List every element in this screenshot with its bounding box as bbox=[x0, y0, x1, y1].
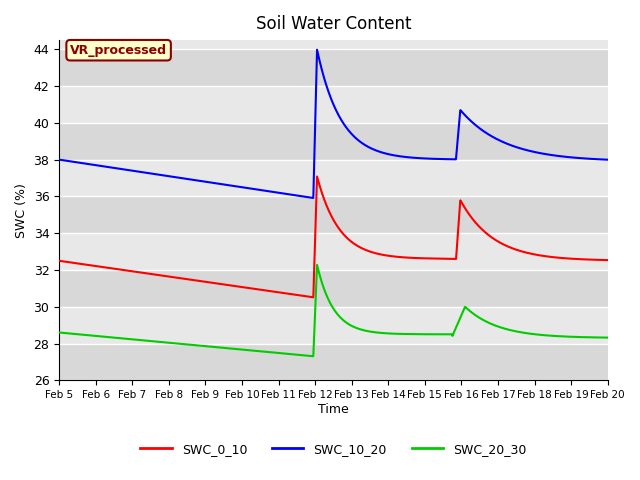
Text: VR_processed: VR_processed bbox=[70, 44, 167, 57]
SWC_0_10 bbox=[604, 257, 612, 263]
SWC_0_10 bbox=[593, 257, 601, 263]
Bar bbox=[59, 160, 608, 196]
Bar bbox=[59, 123, 608, 160]
Legend: SWC_0_10, SWC_10_20, SWC_20_30: SWC_0_10, SWC_10_20, SWC_20_30 bbox=[136, 438, 531, 461]
SWC_10_20 bbox=[593, 156, 601, 162]
SWC_20_30 bbox=[150, 338, 158, 344]
Bar bbox=[59, 49, 608, 86]
SWC_10_20 bbox=[289, 192, 297, 198]
Line: SWC_0_10: SWC_0_10 bbox=[59, 177, 608, 297]
SWC_10_20 bbox=[534, 150, 542, 156]
SWC_10_20 bbox=[266, 189, 273, 194]
SWC_0_10 bbox=[534, 252, 542, 258]
SWC_0_10 bbox=[150, 272, 158, 277]
SWC_20_30 bbox=[309, 353, 317, 359]
Line: SWC_10_20: SWC_10_20 bbox=[59, 50, 608, 198]
SWC_20_30 bbox=[313, 262, 321, 268]
Title: Soil Water Content: Soil Water Content bbox=[255, 15, 411, 33]
Bar bbox=[59, 196, 608, 233]
Bar bbox=[59, 270, 608, 307]
SWC_20_30 bbox=[534, 332, 542, 337]
SWC_10_20 bbox=[604, 157, 612, 163]
SWC_0_10 bbox=[309, 294, 317, 300]
SWC_10_20 bbox=[118, 166, 125, 172]
SWC_10_20 bbox=[150, 171, 158, 177]
Bar bbox=[59, 344, 608, 380]
Y-axis label: SWC (%): SWC (%) bbox=[15, 183, 28, 238]
X-axis label: Time: Time bbox=[318, 403, 349, 416]
SWC_0_10 bbox=[266, 288, 273, 294]
SWC_10_20 bbox=[309, 195, 317, 201]
SWC_0_10 bbox=[289, 291, 297, 297]
SWC_10_20 bbox=[55, 157, 63, 163]
SWC_10_20 bbox=[313, 47, 321, 53]
SWC_0_10 bbox=[118, 267, 125, 273]
SWC_20_30 bbox=[289, 351, 297, 357]
SWC_20_30 bbox=[118, 336, 125, 341]
SWC_20_30 bbox=[55, 330, 63, 336]
SWC_0_10 bbox=[55, 258, 63, 264]
Bar bbox=[59, 86, 608, 123]
SWC_20_30 bbox=[266, 349, 273, 355]
SWC_20_30 bbox=[604, 335, 612, 340]
SWC_20_30 bbox=[593, 335, 601, 340]
Bar bbox=[59, 307, 608, 344]
Bar bbox=[59, 233, 608, 270]
SWC_0_10 bbox=[313, 174, 321, 180]
Line: SWC_20_30: SWC_20_30 bbox=[59, 265, 608, 356]
